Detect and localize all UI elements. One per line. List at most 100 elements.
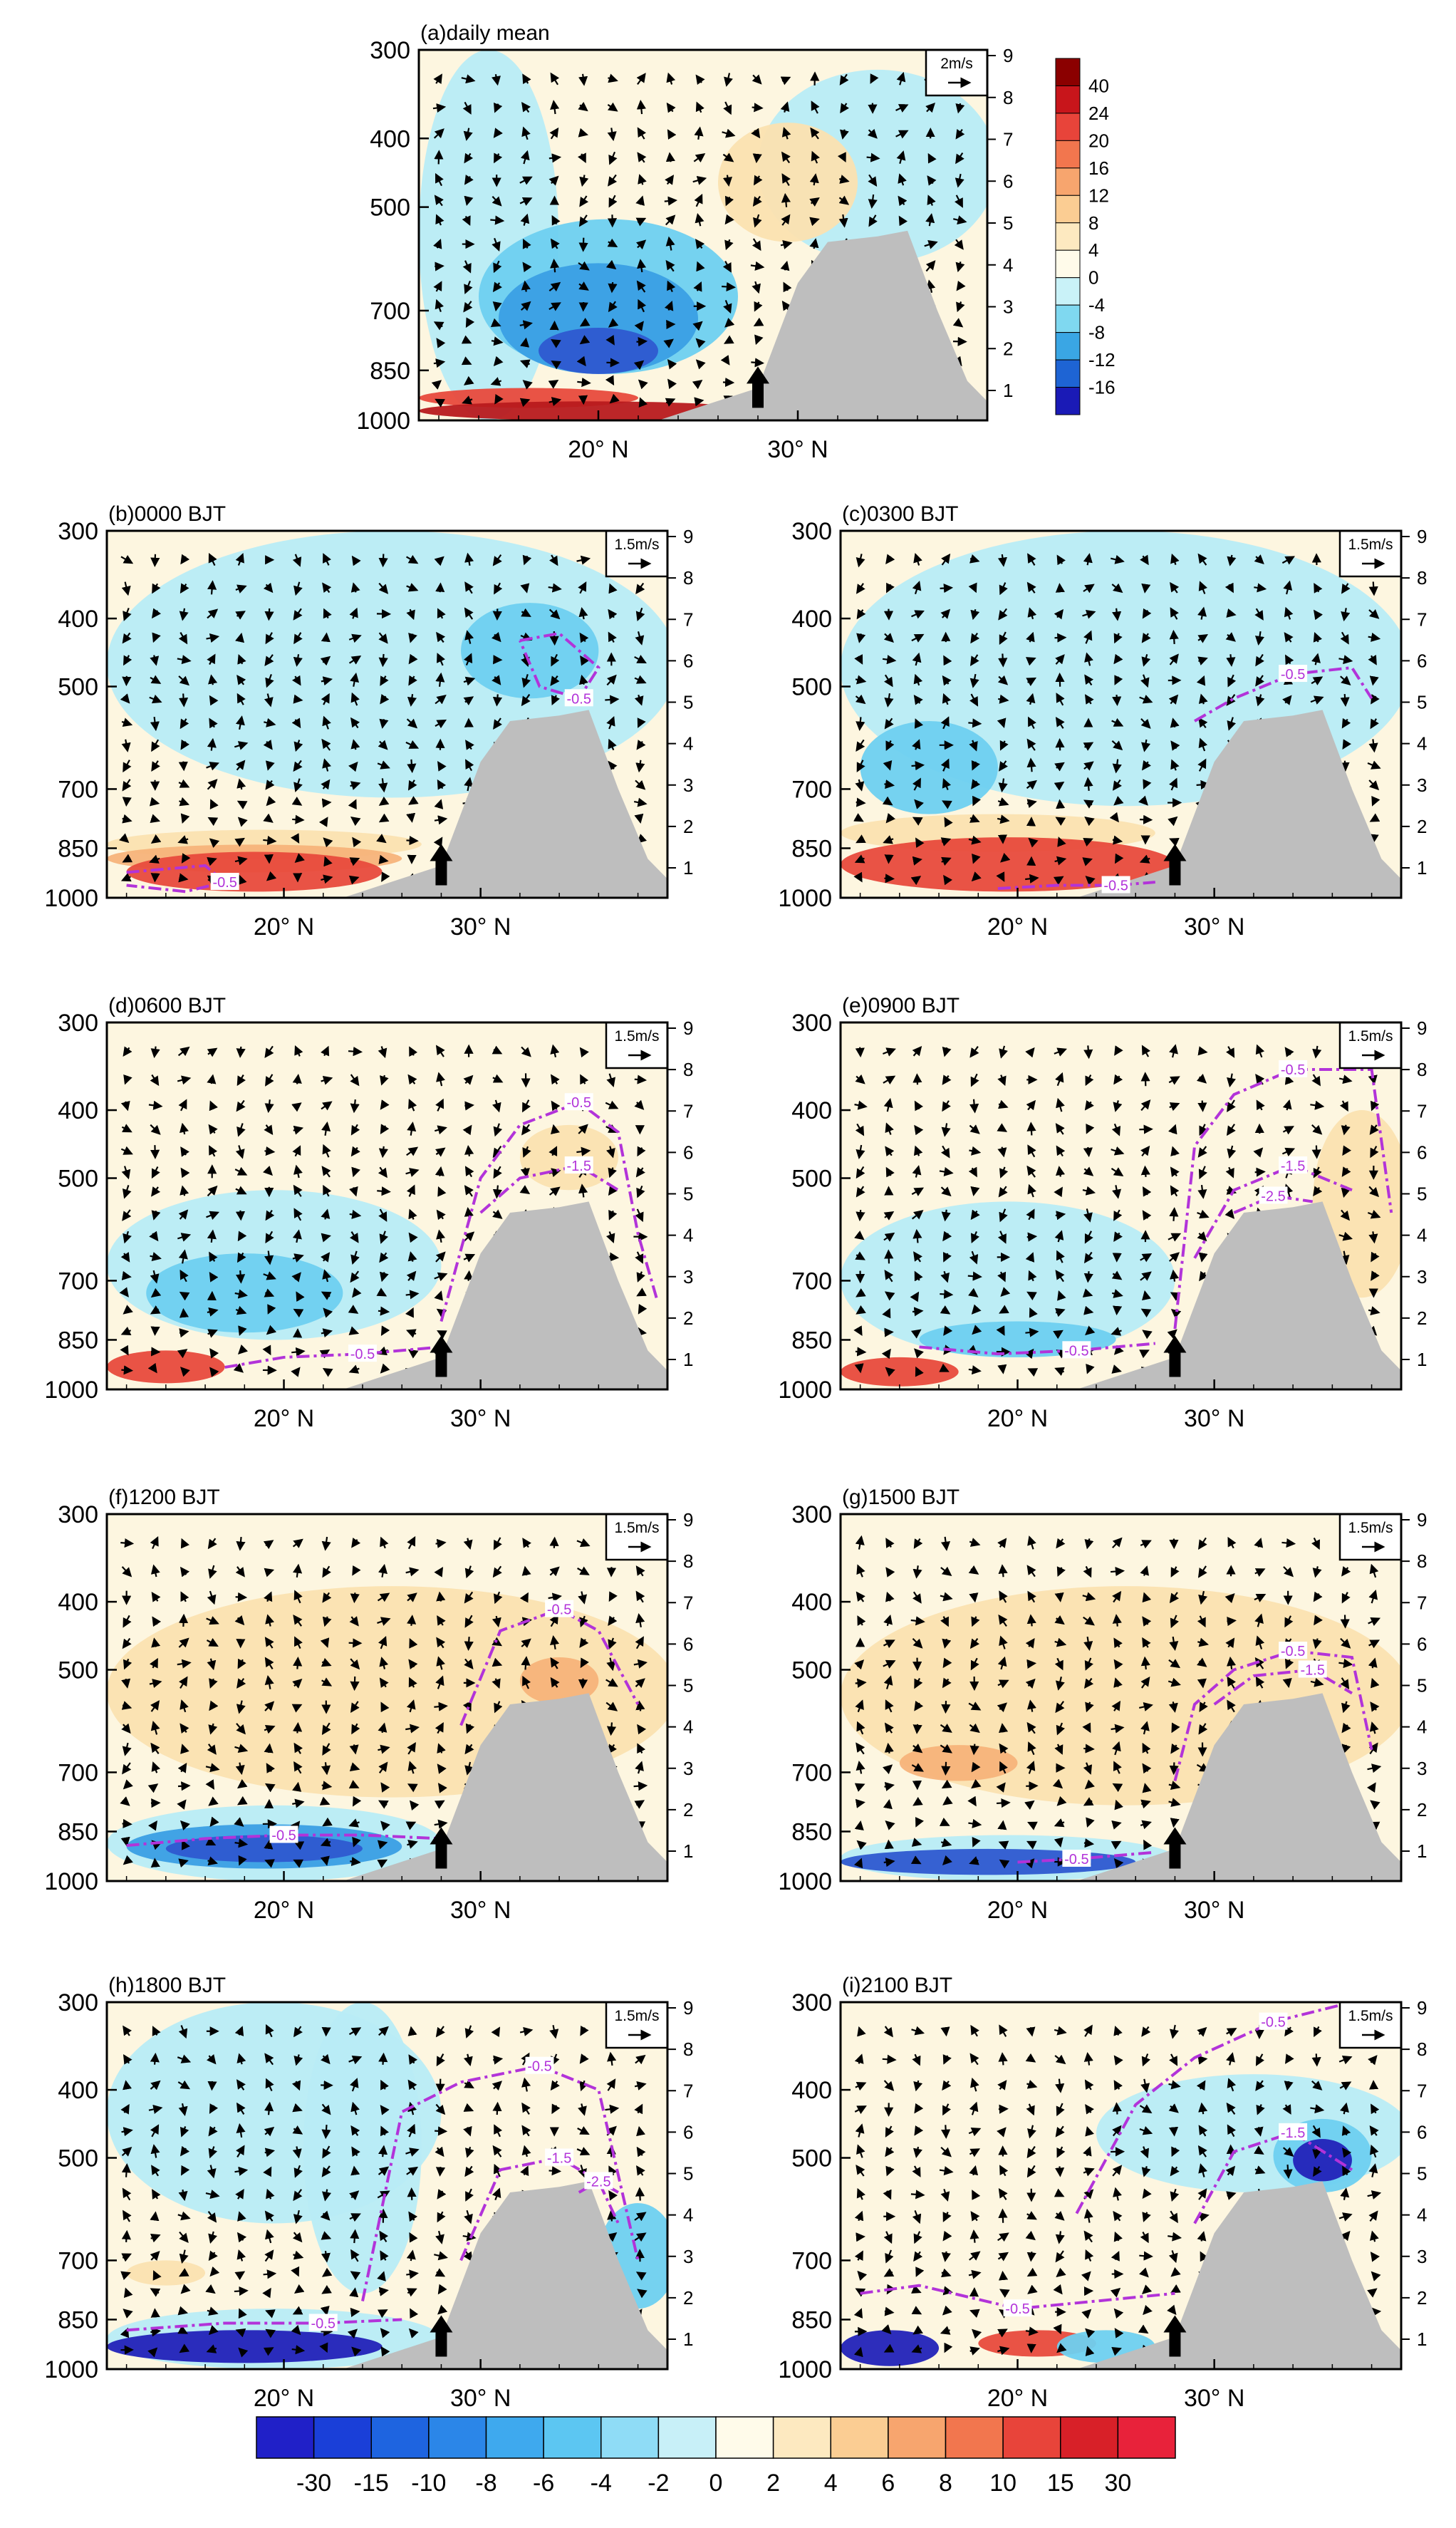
- wind-vector: [490, 318, 501, 327]
- wind-vector: [152, 632, 161, 643]
- wind-vector: [667, 358, 677, 370]
- shading-region: [539, 327, 658, 374]
- wind-vector: [754, 301, 763, 312]
- wind-vector: [548, 397, 562, 406]
- wind-vector: [548, 281, 561, 292]
- wind-vector: [380, 675, 389, 686]
- wind-vector: [348, 799, 357, 810]
- contour-label: -0.5: [271, 1828, 296, 1843]
- wind-vector: [492, 675, 501, 685]
- colorbar-swatch: [1055, 359, 1081, 388]
- panel-plot-area: -0.5 -0.5: [841, 531, 1401, 898]
- wind-vector: [608, 174, 618, 187]
- colorbar-label: 30: [1104, 2470, 1131, 2497]
- right-tick-label: 1: [683, 1349, 693, 1370]
- wind-vector: [178, 1613, 189, 1627]
- y-tick-label: 700: [58, 1268, 98, 1295]
- wind-vector: [207, 608, 219, 619]
- contour-label: -0.5: [350, 1347, 375, 1362]
- wind-vector: [122, 779, 132, 792]
- wind-vector: [1026, 757, 1036, 772]
- right-tick-label: 5: [683, 692, 693, 713]
- colorbar-swatch: [1055, 387, 1081, 415]
- wind-vector: [635, 607, 645, 622]
- wind-vector: [635, 779, 646, 790]
- wind-vector: [780, 240, 793, 249]
- wind-vector: [437, 761, 447, 772]
- wind-vector: [435, 214, 444, 226]
- wind-vector: [856, 608, 866, 620]
- wind-vector: [180, 583, 189, 594]
- wind-vector: [522, 238, 531, 249]
- wind-vector: [955, 195, 963, 208]
- wind-vector: [408, 796, 419, 805]
- wind-vector: [408, 653, 418, 665]
- wind-vector: [550, 675, 560, 686]
- right-tick-label: 6: [1417, 1633, 1427, 1654]
- wind-vector: [520, 337, 530, 348]
- wind-vector: [348, 761, 358, 772]
- wind-vector: [910, 2190, 925, 2200]
- colorbar-label: 6: [881, 2470, 895, 2497]
- y-tick-label: 500: [58, 1166, 98, 1193]
- wind-vector: [237, 654, 246, 665]
- panel-plot-area: -0.5 -0.5: [107, 531, 667, 898]
- wind-vector: [491, 631, 501, 643]
- right-tick-label: 8: [1417, 1550, 1427, 1572]
- right-tick-label: 9: [683, 526, 693, 547]
- colorbar-swatch: [1055, 249, 1081, 279]
- y-tick-label: 300: [58, 1501, 98, 1528]
- wind-vector: [969, 1099, 979, 1114]
- wind-vector: [1112, 2102, 1122, 2115]
- right-tick-label: 2: [683, 1307, 693, 1329]
- panel-title: (e)0900 BJT: [842, 994, 960, 1017]
- wind-vector: [521, 608, 531, 617]
- wind-vector: [293, 608, 303, 621]
- panel-title: (a)daily mean: [420, 21, 550, 45]
- right-tick-label: 9: [683, 1509, 693, 1530]
- y-tick-label: 850: [58, 1818, 98, 1845]
- wind-vector: [521, 101, 531, 113]
- wind-vector: [927, 152, 937, 164]
- wind-vector: [1340, 1615, 1350, 1629]
- right-tick-label: 8: [1417, 567, 1427, 589]
- panel-a: 2m/s(a)daily mean30040050070085010009876…: [356, 21, 1115, 463]
- wind-vector: [579, 317, 591, 327]
- panel-title: (g)1500 BJT: [842, 1486, 960, 1509]
- colorbar-swatch: [1055, 113, 1081, 141]
- panel-plot-area: -0.5 -1.5 -2.5 -0.5: [107, 2002, 667, 2369]
- reference-vector-label: 1.5m/s: [614, 1520, 659, 1536]
- wind-vector: [378, 632, 388, 644]
- right-tick-label: 3: [683, 1266, 693, 1288]
- wind-vector: [492, 301, 502, 312]
- right-tick-label: 3: [683, 2246, 693, 2267]
- wind-vector: [636, 740, 646, 750]
- wind-vector: [265, 779, 275, 790]
- wind-vector: [318, 817, 328, 827]
- wind-vector: [605, 375, 615, 386]
- y-tick-label: 1000: [778, 1377, 832, 1404]
- wind-vector: [955, 152, 964, 165]
- panel-plot-area: -0.5 -0.5: [107, 1514, 667, 1881]
- wind-vector: [292, 554, 302, 567]
- wind-vector: [321, 779, 331, 790]
- colorbar-swatch: [600, 2416, 660, 2459]
- wind-vector: [551, 360, 562, 370]
- wind-vector: [578, 102, 588, 112]
- wind-vector: [866, 152, 880, 162]
- right-tick-label: 1: [1417, 1349, 1427, 1370]
- wind-vector: [608, 631, 617, 643]
- right-tick-label: 9: [1417, 526, 1427, 547]
- wind-vector: [292, 1721, 303, 1734]
- wind-vector: [548, 153, 562, 163]
- wind-vector: [464, 195, 474, 207]
- wind-vector: [1168, 2126, 1179, 2137]
- wind-vector: [941, 1701, 951, 1714]
- colorbar-swatch: [313, 2416, 372, 2459]
- wind-vector: [291, 833, 300, 844]
- wind-vector: [579, 195, 589, 207]
- wind-vector: [378, 1146, 388, 1159]
- wind-vector: [579, 632, 589, 643]
- right-tick-label: 2: [683, 2287, 693, 2309]
- right-tick-label: 2: [1417, 2287, 1427, 2309]
